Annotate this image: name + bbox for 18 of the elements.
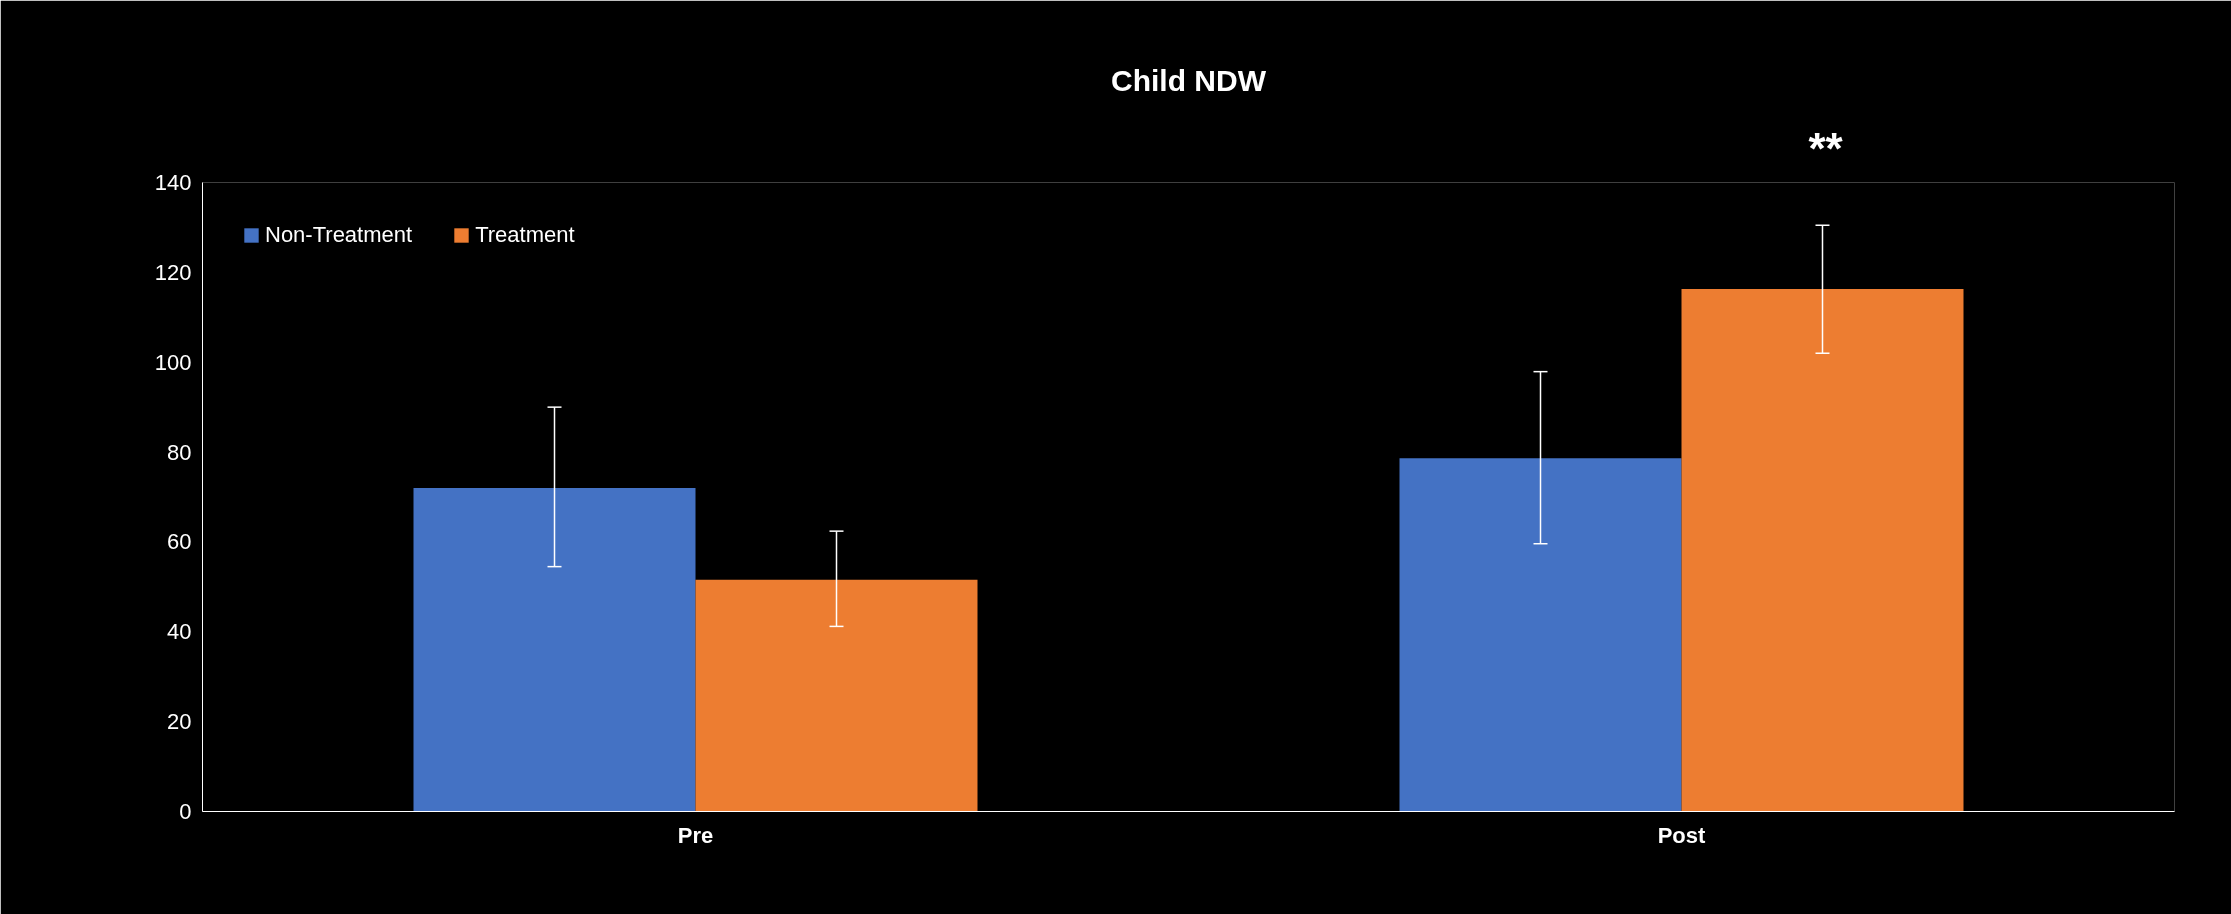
legend-label: Treatment: [475, 222, 575, 248]
bar: [413, 488, 696, 812]
y-tick-label: 80: [167, 439, 192, 465]
text: **: [1808, 123, 1844, 173]
bar: [695, 579, 978, 812]
legend-label: Non-Treatment: [265, 222, 413, 248]
bar: [1399, 458, 1682, 812]
x-tick-label: Pre: [677, 822, 714, 848]
y-tick-label: 140: [154, 170, 192, 195]
x-tick-label: Post: [1657, 822, 1707, 848]
chart-title: Child NDW: [1111, 63, 1267, 97]
y-tick-label: 20: [167, 709, 192, 735]
y-tick-label: 40: [167, 619, 192, 645]
y-tick-label: 100: [154, 349, 192, 375]
y-tick-label: 0: [179, 799, 192, 824]
bar: [1681, 288, 1964, 812]
y-tick-label: 60: [167, 529, 192, 555]
y-tick-label: 120: [154, 259, 192, 285]
